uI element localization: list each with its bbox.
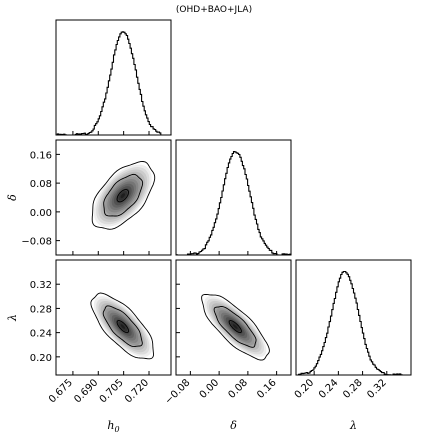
hist-line-delta: [176, 150, 292, 256]
hist-panel-delta: [175, 139, 292, 256]
panel-frame: [55, 259, 172, 376]
hist-panel-lambda: [295, 259, 412, 376]
y-tick-label: 0.32: [30, 280, 52, 291]
density-level: [120, 193, 125, 199]
panel-frame: [175, 139, 292, 256]
contour-core: [116, 320, 129, 334]
y-tick-label: −0.08: [21, 237, 52, 248]
contour-panel-delta-lambda: [175, 259, 292, 376]
y-tick-label: 0.20: [30, 353, 52, 364]
contour-panel-h0-delta: [55, 139, 172, 256]
panel-frame: [55, 139, 172, 256]
hist-line-lambda: [296, 270, 411, 376]
contour-core: [228, 320, 242, 334]
contour-core: [116, 189, 129, 203]
x-tick-label: 0.720: [123, 377, 151, 405]
contour-panel-h0-lambda: [55, 259, 172, 376]
hist-panel-h0: [55, 19, 172, 136]
density-level: [120, 324, 125, 329]
x-tick-label: 0.675: [47, 377, 75, 405]
y-tick-label: 0.00: [30, 208, 52, 219]
y-axis-label-lambda: λ: [6, 314, 19, 322]
y-tick-label: 0.08: [30, 179, 52, 190]
contour-1sigma: [102, 305, 143, 348]
panel-frame: [175, 259, 292, 376]
x-tick-label: 0.24: [317, 377, 341, 401]
y-axis-lambda: 0.20 0.24 0.28 0.32 λ: [6, 280, 180, 364]
x-tick-label: 0.08: [226, 377, 250, 401]
y-tick-label: 0.28: [30, 304, 52, 315]
x-tick-label: 0.16: [255, 377, 279, 401]
x-tick-label: 0.00: [198, 377, 222, 401]
y-tick-label: 0.16: [30, 150, 52, 161]
x-tick-label: 0.20: [293, 377, 317, 401]
hist-line-h0: [56, 31, 172, 136]
x-tick-label: −0.08: [163, 377, 192, 406]
y-axis-delta: −0.08 0.00 0.08 0.16 δ: [6, 150, 60, 248]
x-tick-label: 0.28: [341, 377, 365, 401]
contour-2sigma: [91, 161, 156, 230]
density-level: [232, 324, 238, 329]
panel-frame: [295, 259, 412, 376]
x-tick-label: 0.705: [98, 377, 126, 405]
x-axis-label-h0: h0: [107, 419, 119, 432]
contour-1sigma: [103, 173, 144, 217]
contour-2sigma: [201, 294, 270, 361]
panel-frame: [55, 19, 172, 136]
contour-2sigma: [90, 292, 154, 360]
x-axis-label-delta: δ: [230, 419, 237, 432]
y-axis-label-delta: δ: [6, 194, 19, 201]
x-tick-label: 0.690: [72, 377, 100, 405]
x-tick-label: 0.32: [365, 377, 389, 401]
x-axis-lambda: 0.20 0.24 0.28 0.32 λ: [293, 371, 389, 432]
y-tick-label: 0.24: [30, 329, 52, 340]
chart-title: (OHD+BAO+JLA): [176, 5, 252, 15]
x-axis-label-lambda: λ: [349, 419, 357, 432]
contour-1sigma: [213, 306, 257, 348]
